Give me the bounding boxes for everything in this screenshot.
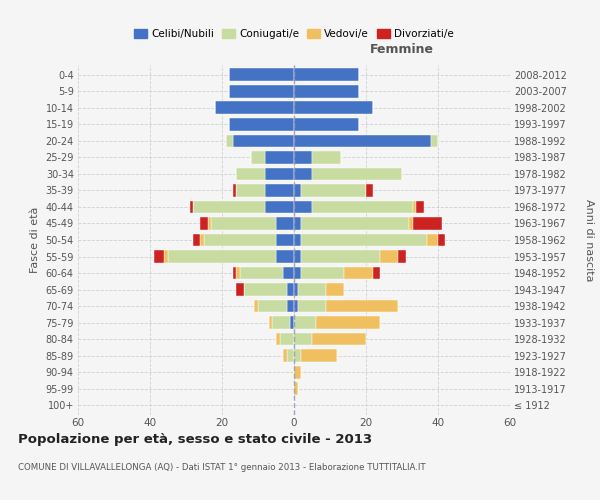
Bar [154,250,164,263]
Bar [211,217,276,230]
Bar [312,151,341,164]
Bar [276,217,294,230]
Bar [294,118,359,131]
Y-axis label: Anni di nascita: Anni di nascita [584,198,594,281]
Bar [283,349,287,362]
Bar [301,217,409,230]
Bar [204,234,276,246]
Bar [233,134,294,147]
Bar [229,68,294,82]
Bar [287,283,294,296]
Bar [236,266,240,280]
Bar [265,151,294,164]
Bar [229,85,294,98]
Bar [294,283,298,296]
Bar [413,200,416,213]
Bar [276,250,294,263]
Bar [193,200,265,213]
Bar [290,316,294,329]
Bar [190,200,193,213]
Bar [233,184,236,197]
Bar [294,250,301,263]
Y-axis label: Fasce di età: Fasce di età [30,207,40,273]
Bar [413,217,442,230]
Bar [265,168,294,180]
Bar [294,234,301,246]
Bar [298,300,326,312]
Bar [215,102,294,114]
Bar [294,200,312,213]
Bar [254,300,258,312]
Bar [294,300,298,312]
Bar [301,250,380,263]
Bar [200,234,204,246]
Bar [244,283,287,296]
Bar [373,266,380,280]
Bar [316,316,380,329]
Bar [326,300,398,312]
Bar [208,217,211,230]
Bar [294,332,312,345]
Bar [312,332,366,345]
Bar [294,184,301,197]
Bar [236,184,265,197]
Bar [294,266,301,280]
Bar [298,283,326,296]
Bar [380,250,398,263]
Text: Popolazione per età, sesso e stato civile - 2013: Popolazione per età, sesso e stato civil… [18,432,372,446]
Bar [294,85,359,98]
Bar [251,151,265,164]
Bar [312,200,413,213]
Bar [280,332,294,345]
Bar [344,266,373,280]
Bar [283,266,294,280]
Bar [301,266,344,280]
Bar [168,250,276,263]
Bar [312,168,402,180]
Bar [398,250,406,263]
Bar [164,250,168,263]
Bar [269,316,272,329]
Bar [265,200,294,213]
Bar [438,234,445,246]
Bar [294,134,431,147]
Bar [326,283,344,296]
Bar [294,366,301,378]
Bar [276,332,280,345]
Bar [301,234,427,246]
Legend: Celibi/Nubili, Coniugati/e, Vedovi/e, Divorziati/e: Celibi/Nubili, Coniugati/e, Vedovi/e, Di… [130,24,458,44]
Bar [301,349,337,362]
Bar [294,68,359,82]
Text: Femmine: Femmine [370,44,434,56]
Bar [276,234,294,246]
Bar [416,200,424,213]
Bar [272,316,290,329]
Bar [294,316,316,329]
Bar [294,382,298,395]
Text: COMUNE DI VILLAVALLELONGA (AQ) - Dati ISTAT 1° gennaio 2013 - Elaborazione TUTTI: COMUNE DI VILLAVALLELONGA (AQ) - Dati IS… [18,462,425,471]
Bar [233,266,236,280]
Bar [265,184,294,197]
Bar [287,300,294,312]
Bar [427,234,438,246]
Bar [366,184,373,197]
Bar [287,349,294,362]
Bar [226,134,233,147]
Bar [200,217,208,230]
Bar [236,168,265,180]
Bar [240,266,283,280]
Bar [294,217,301,230]
Bar [431,134,438,147]
Bar [294,151,312,164]
Bar [229,118,294,131]
Bar [409,217,413,230]
Bar [301,184,366,197]
Bar [236,283,244,296]
Bar [193,234,200,246]
Bar [294,349,301,362]
Bar [294,168,312,180]
Bar [294,102,373,114]
Bar [258,300,287,312]
